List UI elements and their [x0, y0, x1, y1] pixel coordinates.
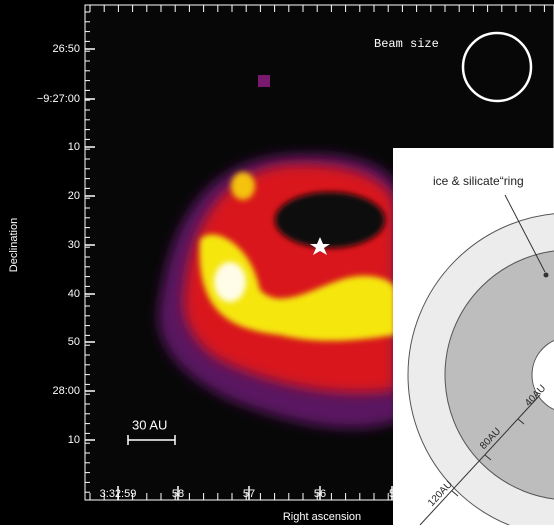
y-tick-label: 40 — [68, 288, 80, 300]
x-tick-label: 3:32:59 — [100, 488, 137, 500]
y-tick-label: 10 — [68, 434, 80, 446]
y-tick-label: 10 — [68, 141, 80, 153]
y-tick-label: 20 — [68, 190, 80, 202]
y-tick-label: 26:50 — [52, 43, 80, 55]
inset-title: ice & silicate“ring — [433, 174, 524, 188]
y-tick-label: 28:00 — [52, 385, 80, 397]
y-tick-label: 30 — [68, 239, 80, 251]
x-axis-label: Right ascension — [283, 511, 361, 523]
y-axis-label: Declination — [8, 218, 20, 272]
y-tick-label: −9:27:00 — [37, 93, 80, 105]
y-tick-label: 50 — [68, 336, 80, 348]
x-tick-label: 57 — [243, 488, 255, 500]
figure: Beam size 30 AU Declination Right ascens… — [0, 0, 554, 525]
beam-label: Beam size — [374, 37, 439, 51]
x-tick-label: 58 — [172, 488, 184, 500]
x-tick-label: 56 — [314, 488, 326, 500]
scale-label: 30 AU — [132, 417, 167, 432]
inset: ice & silicate“ring 40AU 80AU 120AU — [393, 148, 554, 525]
